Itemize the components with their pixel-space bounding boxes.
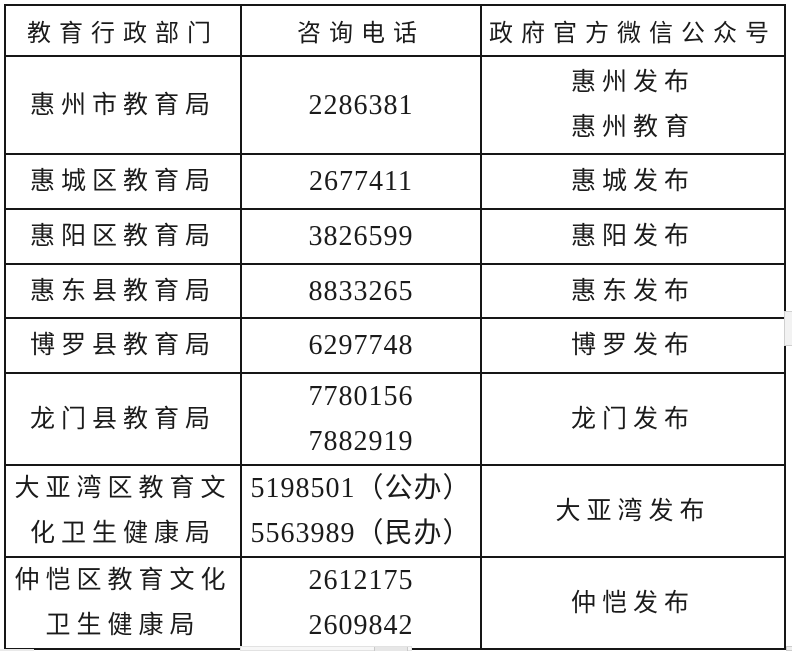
phone-cell: 7780156 7882919 xyxy=(240,372,482,466)
dept-line: 惠东县教育局 xyxy=(29,277,216,305)
phone-cell: 8833265 xyxy=(240,263,482,319)
phone-line: 8833265 xyxy=(308,275,414,307)
wechat-cell: 龙门发布 xyxy=(480,372,786,466)
wechat-line: 龙门发布 xyxy=(570,405,695,433)
horizontal-scrollbar xyxy=(240,646,412,651)
wechat-cell: 惠州发布 惠州教育 xyxy=(480,55,786,155)
dept-line: 惠州市教育局 xyxy=(29,91,216,119)
dept-cell: 惠东县教育局 xyxy=(4,263,242,319)
phone-line: 2286381 xyxy=(308,89,414,121)
phone-line: 5198501（公办） xyxy=(250,473,472,504)
phone-line: 7882919 xyxy=(308,426,414,457)
dept-cell: 博罗县教育局 xyxy=(4,317,242,374)
wechat-line: 惠阳发布 xyxy=(570,223,695,250)
phone-cell: 2612175 2609842 xyxy=(240,556,482,650)
dept-line: 大亚湾区教育文 xyxy=(14,475,232,502)
wechat-line: 仲恺发布 xyxy=(570,589,695,617)
table-row: 博罗县教育局 6297748 博罗发布 xyxy=(4,317,786,374)
table-row: 惠阳区教育局 3826599 惠阳发布 xyxy=(4,208,786,265)
wechat-line: 博罗发布 xyxy=(570,332,695,359)
wechat-line: 惠州教育 xyxy=(570,114,695,141)
wechat-line: 大亚湾发布 xyxy=(555,497,711,525)
phone-line: 7780156 xyxy=(308,381,414,412)
dept-line: 惠城区教育局 xyxy=(29,168,216,195)
dept-line: 龙门县教育局 xyxy=(29,405,216,433)
contact-table: 教育行政部门 咨询电话 政府官方微信公众号 惠州市教育局 2286381 惠州发… xyxy=(4,4,786,650)
dept-cell: 仲恺区教育文化 卫生健康局 xyxy=(4,556,242,650)
wechat-line: 惠州发布 xyxy=(570,69,695,96)
dept-cell: 惠阳区教育局 xyxy=(4,208,242,265)
wechat-line: 惠东发布 xyxy=(570,277,695,305)
phone-line: 2677411 xyxy=(309,166,413,197)
table-row: 惠城区教育局 2677411 惠城发布 xyxy=(4,153,786,210)
horizontal-scrollbar-thumb[interactable] xyxy=(374,647,408,651)
dept-line: 博罗县教育局 xyxy=(29,332,216,359)
phone-line: 6297748 xyxy=(308,330,414,361)
wechat-cell: 博罗发布 xyxy=(480,317,786,374)
table-header-row: 教育行政部门 咨询电话 政府官方微信公众号 xyxy=(4,4,786,57)
column-header-dept: 教育行政部门 xyxy=(4,4,242,57)
column-header-wechat: 政府官方微信公众号 xyxy=(480,4,786,57)
wechat-cell: 大亚湾发布 xyxy=(480,464,786,558)
wechat-cell: 惠阳发布 xyxy=(480,208,786,265)
dept-line: 化卫生健康局 xyxy=(29,520,216,547)
dept-line: 卫生健康局 xyxy=(45,612,201,639)
wechat-cell: 惠东发布 xyxy=(480,263,786,319)
column-header-phone: 咨询电话 xyxy=(240,4,482,57)
dept-line: 惠阳区教育局 xyxy=(29,223,216,250)
vertical-scrollbar-thumb[interactable] xyxy=(784,311,792,346)
dept-cell: 惠州市教育局 xyxy=(4,55,242,155)
dept-line: 仲恺区教育文化 xyxy=(14,567,232,594)
table-row: 惠州市教育局 2286381 惠州发布 惠州教育 xyxy=(4,55,786,155)
dept-cell: 大亚湾区教育文 化卫生健康局 xyxy=(4,464,242,558)
table-row: 大亚湾区教育文 化卫生健康局 5198501（公办） 5563989（民办） 大… xyxy=(4,464,786,558)
wechat-cell: 惠城发布 xyxy=(480,153,786,210)
bottom-left-scrollbar-fragment xyxy=(0,649,34,651)
phone-cell: 2677411 xyxy=(240,153,482,210)
dept-cell: 龙门县教育局 xyxy=(4,372,242,466)
wechat-line: 惠城发布 xyxy=(570,168,695,195)
table-row: 惠东县教育局 8833265 惠东发布 xyxy=(4,263,786,319)
scrollbar-corner-fragment xyxy=(786,646,792,651)
table-row: 仲恺区教育文化 卫生健康局 2612175 2609842 仲恺发布 xyxy=(4,556,786,650)
dept-cell: 惠城区教育局 xyxy=(4,153,242,210)
phone-line: 2609842 xyxy=(308,610,414,641)
phone-line: 2612175 xyxy=(308,565,414,596)
phone-cell: 5198501（公办） 5563989（民办） xyxy=(240,464,482,558)
phone-cell: 3826599 xyxy=(240,208,482,265)
phone-cell: 2286381 xyxy=(240,55,482,155)
phone-line: 5563989（民办） xyxy=(250,518,472,549)
phone-line: 3826599 xyxy=(308,221,414,252)
table-row: 龙门县教育局 7780156 7882919 龙门发布 xyxy=(4,372,786,466)
phone-cell: 6297748 xyxy=(240,317,482,374)
wechat-cell: 仲恺发布 xyxy=(480,556,786,650)
